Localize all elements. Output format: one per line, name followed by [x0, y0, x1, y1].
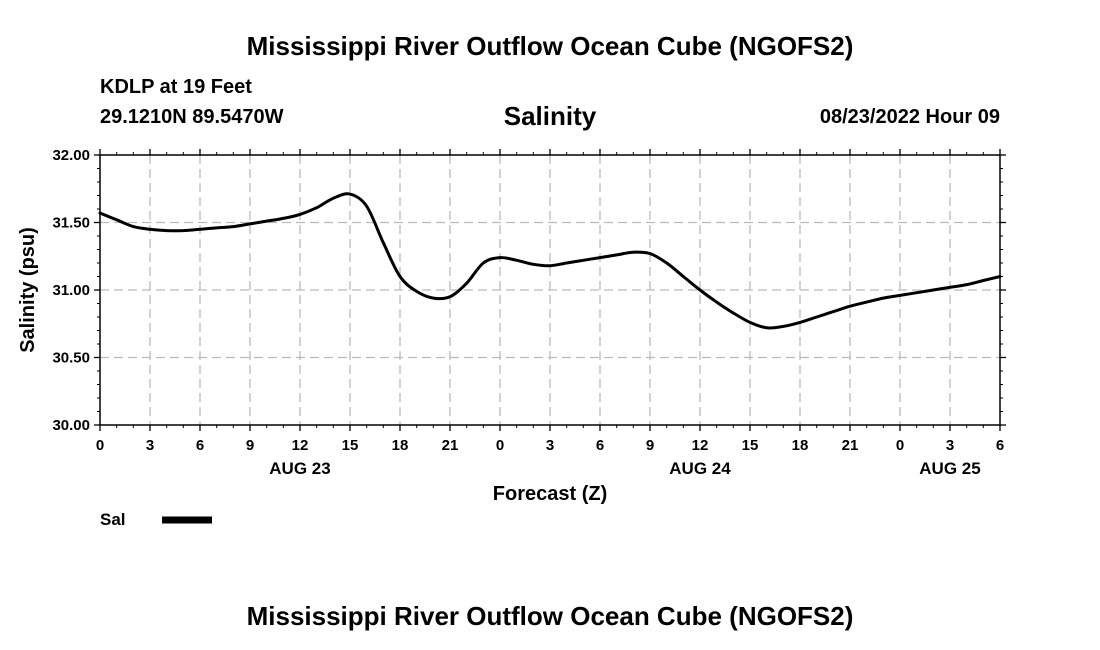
grid-lines [100, 155, 1000, 425]
x-date-label: AUG 23 [269, 459, 330, 478]
x-tick-label: 18 [392, 437, 409, 454]
x-tick-label: 21 [842, 437, 859, 454]
x-tick-label: 6 [196, 437, 204, 454]
x-tick-label: 18 [792, 437, 809, 454]
x-tick-label: 3 [546, 437, 554, 454]
x-tick-label: 9 [246, 437, 254, 454]
station-coordinates: 29.1210N 89.5470W [100, 106, 284, 128]
x-tick-label: 15 [342, 437, 359, 454]
x-tick-label: 0 [896, 437, 904, 454]
series-line-sal [98, 192, 1002, 330]
y-tick-label: 31.50 [52, 215, 90, 232]
x-date-label: AUG 24 [669, 459, 731, 478]
y-tick-label: 32.00 [52, 147, 90, 164]
legend-label-sal: Sal [100, 510, 126, 529]
x-axis-label: Forecast (Z) [493, 483, 607, 505]
x-tick-label: 6 [996, 437, 1004, 454]
x-tick-label: 3 [146, 437, 154, 454]
x-tick-label: 3 [946, 437, 954, 454]
x-tick-labels: 0 3 6 9 12 15 18 21 0 3 6 9 12 15 18 21 0 3 6 [96, 437, 1004, 454]
page-title: Mississippi River Outflow Ocean Cube (NG… [246, 31, 854, 61]
x-date-labels: AUG 23 AUG 24 AUG 25 [269, 459, 980, 478]
x-tick-label: 12 [292, 437, 309, 454]
y-tick-labels: 30.00 30.50 31.00 31.50 32.00 [52, 147, 90, 434]
y-tick-label: 31.00 [52, 282, 90, 299]
x-tick-label: 21 [442, 437, 459, 454]
x-tick-label: 9 [646, 437, 654, 454]
y-axis-label: Salinity (psu) [17, 227, 39, 353]
footer-title: Mississippi River Outflow Ocean Cube (NG… [246, 601, 854, 631]
x-tick-label: 15 [742, 437, 759, 454]
plot-frame [99, 154, 1001, 426]
x-tick-label: 0 [496, 437, 504, 454]
y-tick-label: 30.00 [52, 417, 90, 434]
y-tick-label: 30.50 [52, 350, 90, 367]
x-tick-label: 6 [596, 437, 604, 454]
legend: Sal [100, 510, 212, 529]
station-label: KDLP at 19 Feet [100, 76, 252, 98]
forecast-timestamp: 08/23/2022 Hour 09 [819, 106, 1000, 128]
x-tick-label: 0 [96, 437, 104, 454]
x-date-label: AUG 25 [919, 459, 980, 478]
chart-title: Salinity [503, 101, 597, 131]
x-tick-label: 12 [692, 437, 709, 454]
